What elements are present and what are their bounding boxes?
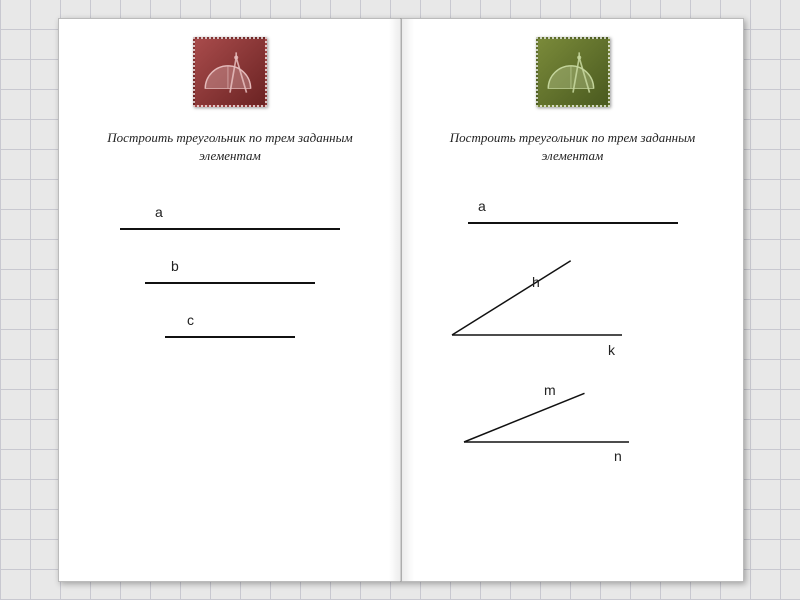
angle-mn: m n [432,360,713,465]
label-k: k [608,342,615,358]
angle-mn-svg [432,360,712,465]
segment-c: c [95,310,365,364]
label-a: a [155,204,163,220]
stamp-right [536,37,610,107]
line-a-right [468,222,678,224]
protractor-compass-icon [542,43,604,101]
label-c: c [187,312,194,328]
workbook: Построить треугольник по трем заданным э… [58,18,744,582]
segment-b: b [95,256,365,310]
page-right: Построить треугольник по трем заданным э… [401,18,744,582]
line-b [145,282,315,284]
label-a-right: a [478,198,486,214]
segments-right: a [402,202,743,250]
page-left: Построить треугольник по трем заданным э… [58,18,401,582]
angle-hk: h k [432,250,713,360]
label-n: n [614,448,622,464]
label-h: h [532,274,540,290]
segment-a-right: a [438,202,707,244]
line-c [165,336,295,338]
protractor-compass-icon [199,43,261,101]
book-spine [400,18,402,582]
label-b: b [171,258,179,274]
angles-right: h k m n [402,250,743,465]
angle-hk-svg [432,250,712,360]
task-title-right: Построить треугольник по трем заданным э… [402,129,743,164]
stamp-left [193,37,267,107]
label-m: m [544,382,556,398]
task-title-left: Построить треугольник по трем заданным э… [59,129,401,164]
segments-left: a b c [59,202,401,364]
segment-a: a [95,202,365,256]
line-a [120,228,340,230]
